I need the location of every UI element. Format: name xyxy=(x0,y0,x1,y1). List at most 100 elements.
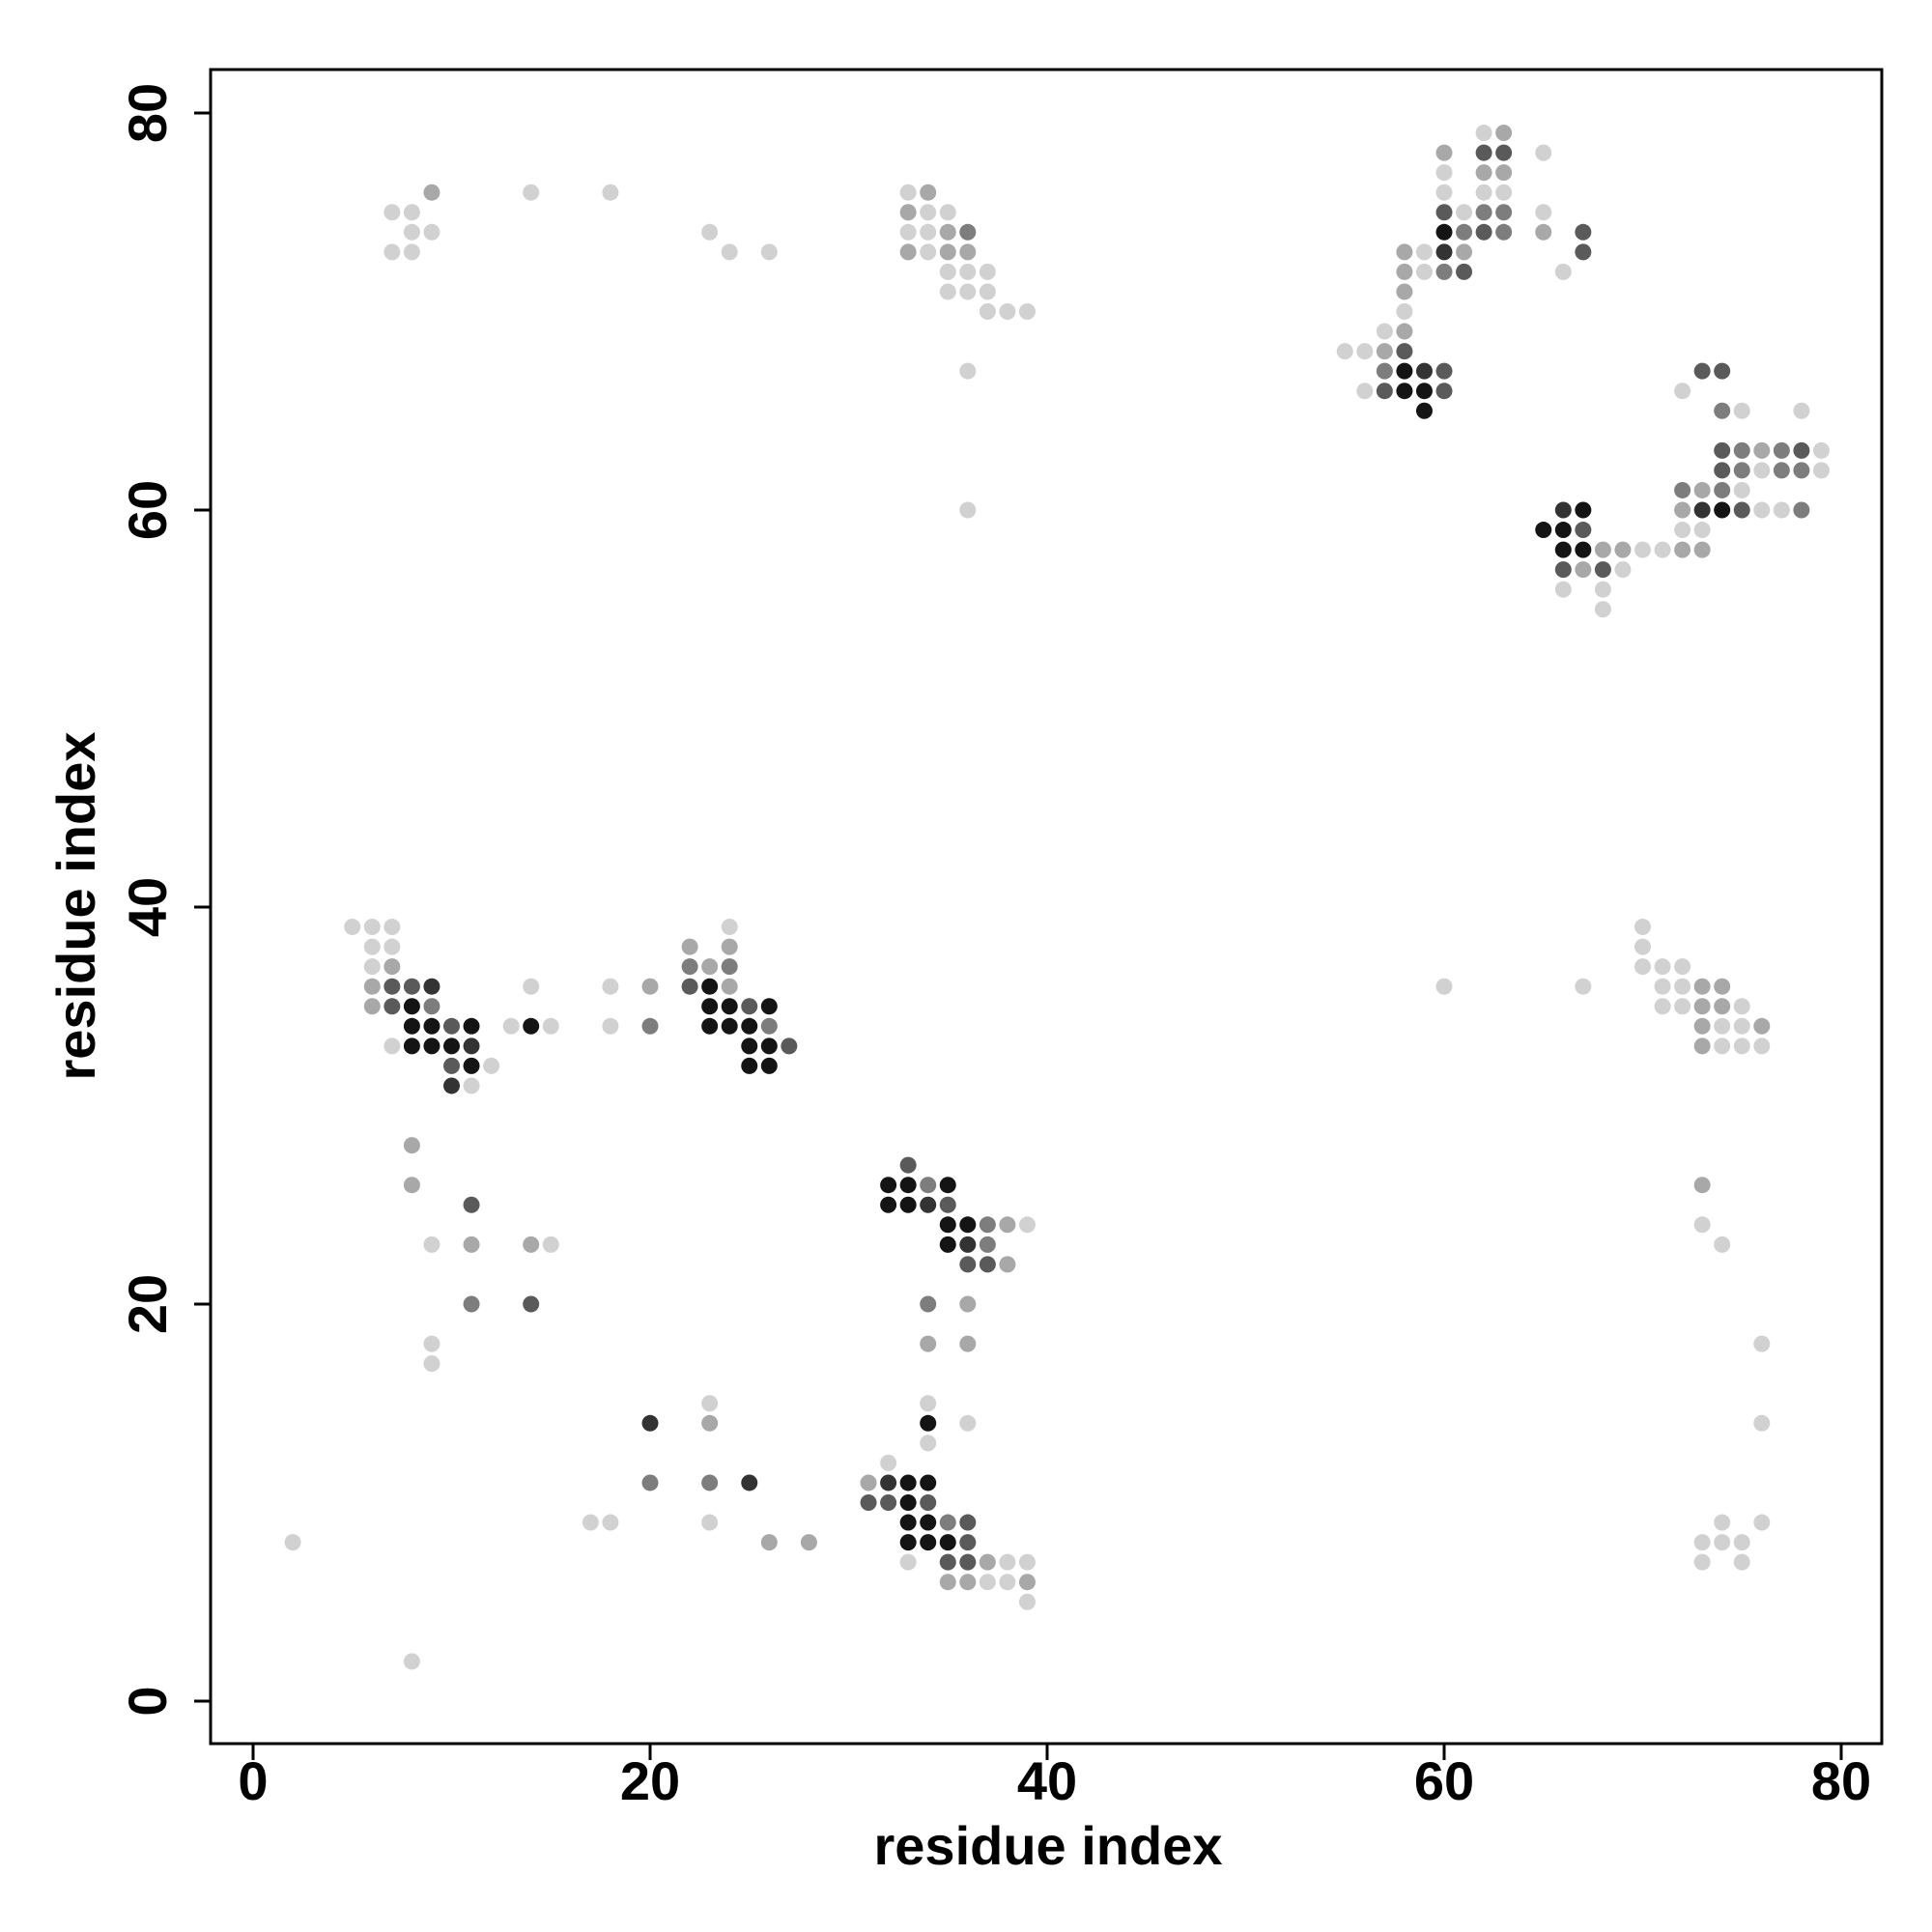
data-point xyxy=(701,1414,719,1432)
data-point xyxy=(1594,601,1611,618)
data-point xyxy=(1475,164,1492,182)
data-point xyxy=(1733,501,1750,519)
data-point xyxy=(1733,441,1750,459)
data-point xyxy=(423,978,440,995)
data-point xyxy=(1495,223,1513,241)
data-point xyxy=(1733,1017,1750,1035)
data-point xyxy=(1714,362,1731,380)
data-point xyxy=(899,1474,917,1492)
data-point xyxy=(701,1514,719,1531)
data-point xyxy=(1674,541,1691,558)
data-point xyxy=(681,938,698,955)
data-point xyxy=(939,1236,956,1253)
data-point xyxy=(979,303,996,320)
data-point xyxy=(959,283,977,300)
data-point xyxy=(1535,223,1552,241)
data-point xyxy=(999,303,1016,320)
data-point xyxy=(284,1534,301,1551)
data-point xyxy=(1495,125,1513,142)
data-point xyxy=(1674,481,1691,498)
data-point xyxy=(403,1037,420,1055)
data-point xyxy=(423,223,440,241)
data-point xyxy=(1634,958,1651,976)
data-point xyxy=(701,1017,719,1035)
data-point xyxy=(1693,501,1711,519)
data-point xyxy=(920,184,937,201)
data-point xyxy=(899,223,917,241)
data-point xyxy=(920,1395,937,1412)
data-point xyxy=(1376,362,1393,380)
data-point xyxy=(920,1534,937,1551)
data-point xyxy=(959,243,977,261)
data-point xyxy=(939,1196,956,1213)
data-point xyxy=(403,223,420,241)
data-point xyxy=(721,243,738,261)
data-point xyxy=(721,938,738,955)
data-point xyxy=(681,978,698,995)
data-point xyxy=(602,1017,619,1035)
data-point xyxy=(384,243,401,261)
data-point xyxy=(641,1414,659,1432)
data-point xyxy=(1693,481,1711,498)
data-point xyxy=(403,243,420,261)
data-point xyxy=(1435,263,1453,280)
data-point xyxy=(1674,522,1691,539)
data-point xyxy=(1753,1414,1771,1432)
data-point xyxy=(1575,501,1592,519)
data-point xyxy=(443,1017,460,1035)
data-point xyxy=(979,1256,996,1273)
data-point xyxy=(403,978,420,995)
data-point xyxy=(1714,1514,1731,1531)
data-point xyxy=(1714,1017,1731,1035)
data-point xyxy=(1753,1335,1771,1352)
data-point xyxy=(1435,164,1453,182)
data-point xyxy=(1753,462,1771,479)
data-point xyxy=(1733,481,1750,498)
data-point xyxy=(920,1435,937,1452)
data-point xyxy=(721,998,738,1015)
data-point xyxy=(880,1177,897,1194)
data-point xyxy=(721,978,738,995)
data-point xyxy=(741,1057,758,1074)
data-point xyxy=(1693,1037,1711,1055)
data-point xyxy=(1456,204,1473,221)
data-point xyxy=(1614,561,1632,579)
data-point xyxy=(1535,204,1552,221)
data-point xyxy=(1753,441,1771,459)
data-point xyxy=(1554,541,1572,558)
data-point xyxy=(959,1414,977,1432)
data-point xyxy=(880,1454,897,1471)
data-point xyxy=(1793,441,1810,459)
data-point xyxy=(463,1236,480,1253)
data-point xyxy=(1575,978,1592,995)
data-point xyxy=(1435,144,1453,161)
data-point xyxy=(344,919,361,936)
data-point xyxy=(920,1295,937,1313)
data-point xyxy=(1495,204,1513,221)
data-point xyxy=(959,263,977,280)
data-point xyxy=(1674,998,1691,1015)
data-point xyxy=(939,1574,956,1591)
data-point xyxy=(999,1216,1016,1234)
data-point xyxy=(523,1295,540,1313)
data-point xyxy=(939,263,956,280)
data-point xyxy=(1018,1216,1036,1234)
data-point xyxy=(384,919,401,936)
data-point xyxy=(899,1177,917,1194)
data-point xyxy=(1674,383,1691,400)
data-point xyxy=(1753,1017,1771,1035)
data-point xyxy=(1575,223,1592,241)
data-point xyxy=(1435,243,1453,261)
data-point xyxy=(1753,1514,1771,1531)
data-point xyxy=(363,958,381,976)
data-point xyxy=(899,1196,917,1213)
x-tick-label: 40 xyxy=(1017,1750,1077,1811)
data-point xyxy=(1753,501,1771,519)
data-point xyxy=(1793,501,1810,519)
data-point xyxy=(920,1494,937,1511)
data-points xyxy=(284,125,1830,1670)
plot-frame xyxy=(209,68,1884,1746)
data-point xyxy=(483,1057,500,1074)
data-point xyxy=(1714,998,1731,1015)
data-point xyxy=(384,978,401,995)
